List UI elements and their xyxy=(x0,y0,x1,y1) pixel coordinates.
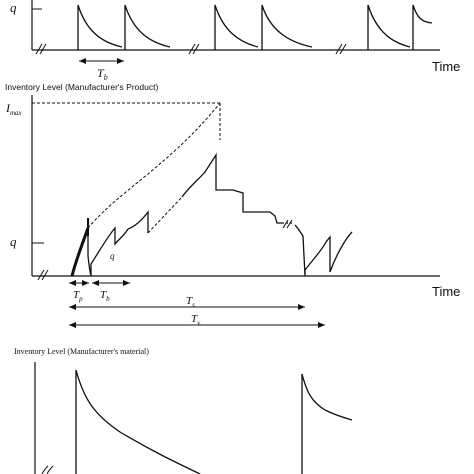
material-inventory-curve xyxy=(75,369,353,474)
top-panel: q Time Tb xyxy=(10,0,460,82)
tb-label: Tb xyxy=(100,289,110,303)
product-inventory-curve xyxy=(70,152,353,277)
curve-break-marks xyxy=(282,219,293,229)
curve-q-label: q xyxy=(110,251,115,261)
middle-q-label: q xyxy=(10,234,17,249)
bottom-title: Inventory Level (Manufacturer's material… xyxy=(14,347,149,356)
imax-label: Imax xyxy=(5,101,23,117)
top-y-label: q xyxy=(10,0,17,15)
interval-arrows xyxy=(69,280,325,328)
middle-panel: Inventory Level (Manufacturer's Product)… xyxy=(5,82,460,328)
middle-time-label: Time xyxy=(432,284,460,299)
top-axis-breaks xyxy=(35,43,347,55)
bottom-panel: Inventory Level (Manufacturer's material… xyxy=(14,347,353,474)
top-time-label: Time xyxy=(432,59,460,74)
tv-label: Tv xyxy=(191,313,201,327)
envelope-middle-dashed xyxy=(147,196,183,234)
tp-label: Tp xyxy=(73,289,83,303)
middle-title: Inventory Level (Manufacturer's Product) xyxy=(5,82,158,92)
bottom-axis-breaks xyxy=(41,465,54,474)
envelope-upper-dashed xyxy=(87,102,221,229)
top-tb-label: Tb xyxy=(97,66,108,82)
middle-axis-breaks xyxy=(37,269,49,281)
ts-label: Ts xyxy=(186,295,195,309)
top-cycles xyxy=(77,4,433,50)
